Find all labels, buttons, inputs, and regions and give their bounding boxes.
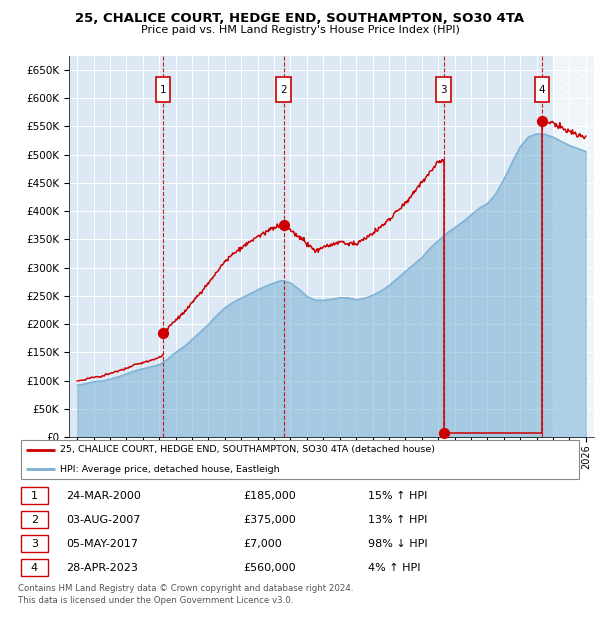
Point — [158, 327, 168, 337]
FancyBboxPatch shape — [21, 559, 48, 577]
Text: 1: 1 — [31, 490, 38, 500]
Text: Price paid vs. HM Land Registry's House Price Index (HPI): Price paid vs. HM Land Registry's House … — [140, 25, 460, 35]
Bar — [535, 78, 550, 102]
Text: 98% ↓ HPI: 98% ↓ HPI — [368, 539, 427, 549]
Text: HPI: Average price, detached house, Eastleigh: HPI: Average price, detached house, East… — [60, 464, 280, 474]
Bar — [155, 78, 170, 102]
Bar — [553, 56, 594, 437]
Text: 28-APR-2023: 28-APR-2023 — [66, 563, 138, 573]
Bar — [553, 56, 594, 437]
Text: 25, CHALICE COURT, HEDGE END, SOUTHAMPTON, SO30 4TA (detached house): 25, CHALICE COURT, HEDGE END, SOUTHAMPTO… — [60, 445, 436, 454]
Point — [439, 428, 449, 438]
FancyBboxPatch shape — [21, 535, 48, 552]
FancyBboxPatch shape — [21, 440, 579, 479]
Point — [279, 220, 289, 230]
Text: 2: 2 — [280, 85, 287, 95]
Text: 3: 3 — [31, 539, 38, 549]
Text: 4: 4 — [31, 563, 38, 573]
Text: 24-MAR-2000: 24-MAR-2000 — [66, 490, 141, 500]
Text: 4: 4 — [539, 85, 545, 95]
Text: 15% ↑ HPI: 15% ↑ HPI — [368, 490, 427, 500]
Text: 4% ↑ HPI: 4% ↑ HPI — [368, 563, 420, 573]
Text: 1: 1 — [160, 85, 166, 95]
Text: 2: 2 — [31, 515, 38, 525]
Text: £185,000: £185,000 — [244, 490, 296, 500]
Text: 3: 3 — [440, 85, 447, 95]
Text: 05-MAY-2017: 05-MAY-2017 — [66, 539, 138, 549]
Point — [537, 116, 547, 126]
Text: £7,000: £7,000 — [244, 539, 283, 549]
FancyBboxPatch shape — [21, 511, 48, 528]
Bar — [436, 78, 451, 102]
FancyBboxPatch shape — [21, 487, 48, 504]
Text: 25, CHALICE COURT, HEDGE END, SOUTHAMPTON, SO30 4TA: 25, CHALICE COURT, HEDGE END, SOUTHAMPTO… — [76, 12, 524, 25]
Text: 03-AUG-2007: 03-AUG-2007 — [66, 515, 140, 525]
Text: 13% ↑ HPI: 13% ↑ HPI — [368, 515, 427, 525]
Text: £375,000: £375,000 — [244, 515, 296, 525]
Text: £560,000: £560,000 — [244, 563, 296, 573]
Bar — [277, 78, 291, 102]
Text: Contains HM Land Registry data © Crown copyright and database right 2024.
This d: Contains HM Land Registry data © Crown c… — [18, 584, 353, 605]
